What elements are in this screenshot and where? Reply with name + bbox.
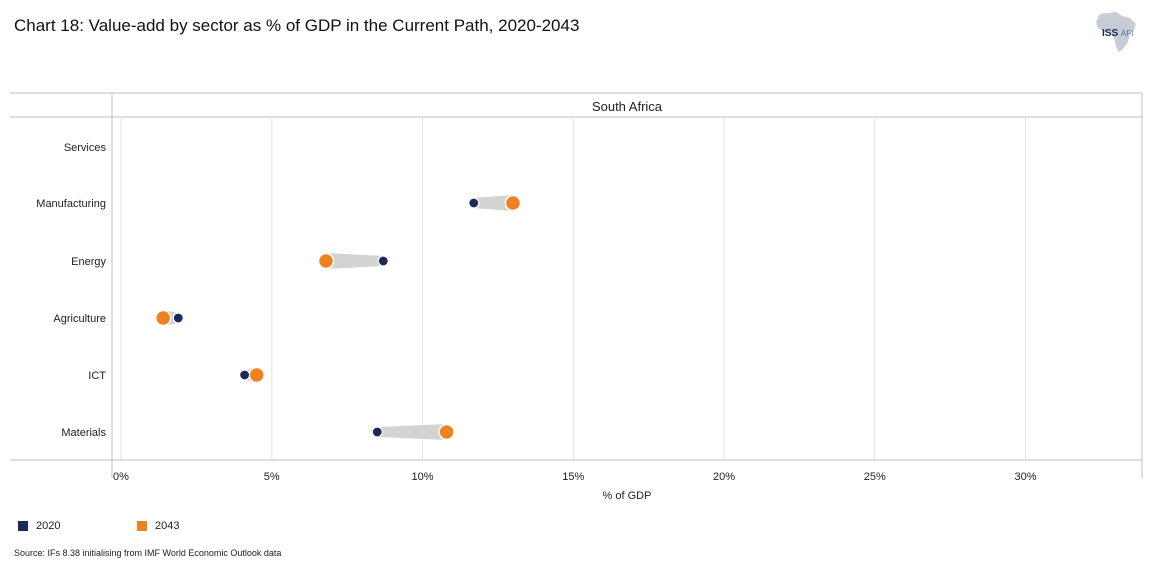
- legend-label-2020: 2020: [36, 520, 61, 532]
- chart-title: Chart 18: Value-add by sector as % of GD…: [14, 16, 580, 35]
- logo-main: ISS: [1102, 28, 1119, 39]
- category-label-manufacturing: Manufacturing: [36, 198, 106, 210]
- point-2043-energy: [317, 252, 335, 270]
- point-2020-energy: [377, 255, 389, 267]
- africa-map-icon: [1096, 12, 1136, 52]
- legend-label-2043: 2043: [155, 520, 180, 532]
- legend-swatch-2020: [18, 521, 28, 531]
- connector-materials: [377, 424, 447, 440]
- point-2020-manufacturing: [468, 197, 480, 209]
- point-2020-materials: [371, 426, 383, 438]
- x-tick-label-6: 30%: [1014, 471, 1036, 483]
- point-2020-agriculture: [172, 312, 184, 324]
- x-tick-label-2: 10%: [411, 471, 433, 483]
- x-axis-label: % of GDP: [603, 490, 652, 502]
- panel-title: South Africa: [592, 99, 663, 114]
- point-2043-ict: [248, 366, 265, 384]
- point-2043-manufacturing: [504, 194, 522, 212]
- x-tick-label-4: 20%: [713, 471, 735, 483]
- dumbbell-chart: South Africa0%5%10%15%20%25%30%35%40%45%…: [10, 92, 1143, 502]
- x-tick-label-1: 5%: [264, 471, 280, 483]
- category-label-agriculture: Agriculture: [53, 313, 106, 325]
- category-label-materials: Materials: [61, 427, 106, 439]
- point-2020-ict: [239, 369, 251, 381]
- category-label-services: Services: [64, 142, 107, 154]
- source-note: Source: IFs 8.38 initialising from IMF W…: [14, 548, 282, 558]
- legend-item-2020: 2020: [18, 520, 60, 532]
- logo-text: ISS AFI: [1102, 28, 1133, 39]
- point-2043-materials: [438, 423, 455, 441]
- x-tick-label-5: 25%: [864, 471, 886, 483]
- legend-item-2043: 2043: [137, 520, 179, 532]
- legend-swatch-2043: [137, 521, 147, 531]
- x-tick-label-3: 15%: [562, 471, 584, 483]
- point-2043-agriculture: [154, 309, 172, 327]
- category-label-energy: Energy: [71, 256, 106, 268]
- connector-energy: [326, 253, 384, 269]
- connector-manufacturing: [473, 195, 513, 211]
- x-tick-label-0: 0%: [113, 471, 129, 483]
- category-label-ict: ICT: [88, 370, 106, 382]
- logo-sub: AFI: [1120, 29, 1134, 38]
